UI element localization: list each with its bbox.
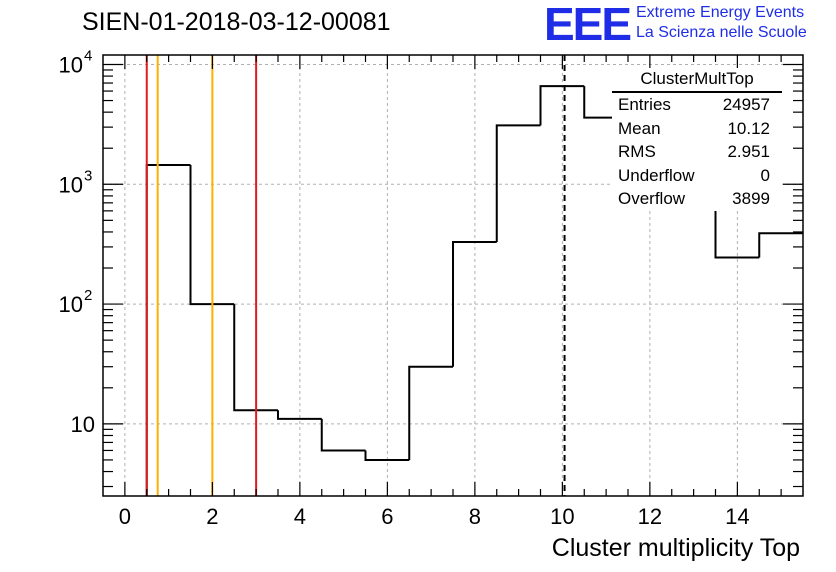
stats-label: Entries bbox=[618, 95, 671, 114]
histogram-bin bbox=[758, 232, 803, 258]
y-tick-label: 10 bbox=[71, 412, 95, 437]
stats-value: 2.951 bbox=[727, 142, 770, 161]
stats-row-rms: RMS 2.951 bbox=[612, 140, 782, 164]
stats-value: 3899 bbox=[732, 189, 770, 208]
y-tick-label: 10 bbox=[59, 292, 83, 317]
stats-value: 10.12 bbox=[727, 118, 770, 138]
stats-box: ClusterMultTop Entries 24957 Mean 10.12 … bbox=[612, 68, 782, 211]
stats-label: Underflow bbox=[618, 165, 695, 185]
y-tick-label: 10 bbox=[59, 52, 83, 77]
y-tick-label: 10 bbox=[59, 172, 83, 197]
histogram-bin bbox=[233, 304, 278, 412]
chart-title: SIEN-01-2018-03-12-00081 bbox=[82, 8, 391, 36]
histogram-bin bbox=[495, 124, 541, 242]
x-axis-label: Cluster multiplicity Top bbox=[551, 534, 800, 562]
stats-label: Overflow bbox=[618, 189, 686, 208]
histogram-bin bbox=[364, 450, 410, 461]
stats-label: RMS bbox=[618, 142, 656, 161]
histogram-bin bbox=[539, 85, 585, 126]
histogram-bin bbox=[189, 164, 235, 306]
histogram-bin bbox=[408, 365, 453, 460]
stats-value: 0 bbox=[760, 165, 770, 185]
y-tick-exponent: 4 bbox=[84, 47, 92, 64]
histogram-bin bbox=[277, 410, 322, 420]
histogram-bin bbox=[452, 240, 497, 367]
logo-line-2: La Scienza nelle Scuole bbox=[636, 24, 807, 41]
logo-line-1: Extreme Energy Events bbox=[636, 4, 805, 21]
x-tick-label: 14 bbox=[725, 504, 749, 529]
stats-title: ClusterMultTop bbox=[612, 68, 782, 93]
histogram-bin bbox=[145, 163, 191, 496]
stats-row-overflow: Overflow 3899 bbox=[612, 187, 782, 211]
y-tick-exponent: 3 bbox=[84, 167, 92, 184]
y-tick-exponent: 2 bbox=[84, 287, 92, 304]
stats-row-entries: Entries 24957 bbox=[612, 93, 782, 117]
stats-value: 24957 bbox=[722, 95, 770, 114]
x-tick-label: 0 bbox=[119, 504, 131, 529]
stats-row-underflow: Underflow 0 bbox=[612, 164, 782, 188]
stats-row-mean: Mean 10.12 bbox=[612, 117, 782, 141]
x-tick-label: 6 bbox=[381, 504, 393, 529]
marker-lines bbox=[145, 55, 566, 496]
x-tick-label: 8 bbox=[469, 504, 481, 529]
histogram-bin bbox=[320, 418, 366, 452]
stats-label: Mean bbox=[618, 118, 661, 138]
eee-logo-letters: EEE bbox=[544, 0, 632, 50]
x-tick-label: 12 bbox=[638, 504, 662, 529]
x-tick-label: 4 bbox=[294, 504, 306, 529]
x-tick-label: 2 bbox=[206, 504, 218, 529]
x-tick-label: 10 bbox=[550, 504, 574, 529]
